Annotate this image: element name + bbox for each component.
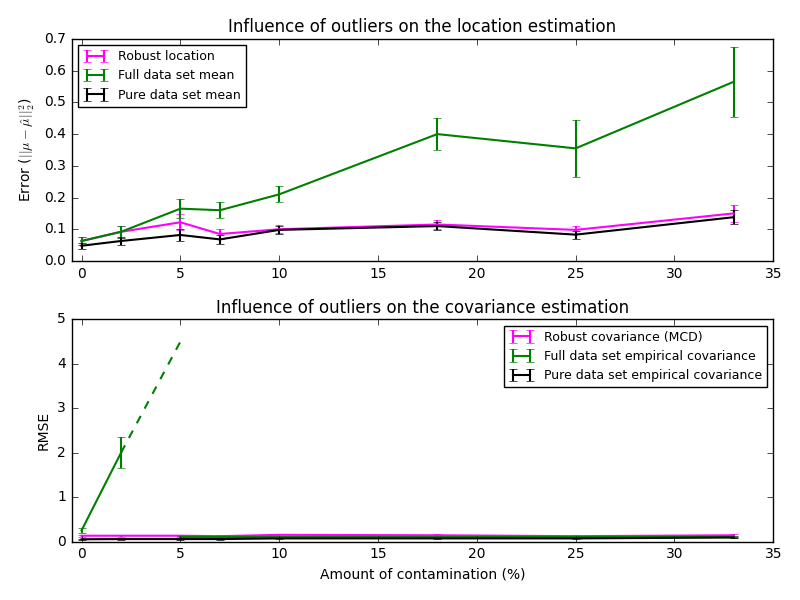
X-axis label: Amount of contamination (%): Amount of contamination (%) (320, 568, 526, 582)
Title: Influence of outliers on the covariance estimation: Influence of outliers on the covariance … (216, 299, 629, 317)
Title: Influence of outliers on the location estimation: Influence of outliers on the location es… (228, 18, 617, 36)
Legend: Robust location, Full data set mean, Pure data set mean: Robust location, Full data set mean, Pur… (78, 45, 246, 107)
Y-axis label: Error ($||\mu - \hat{\mu}||_2^2$): Error ($||\mu - \hat{\mu}||_2^2$) (18, 98, 37, 202)
Legend: Robust covariance (MCD), Full data set empirical covariance, Pure data set empir: Robust covariance (MCD), Full data set e… (504, 326, 767, 387)
Y-axis label: RMSE: RMSE (36, 411, 50, 450)
